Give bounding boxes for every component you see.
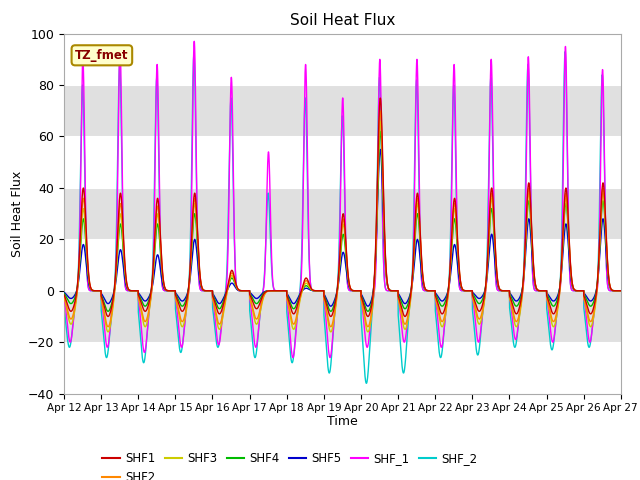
SHF2 <box>617 288 625 294</box>
SHF5 <box>250 293 257 299</box>
SHF2 <box>60 293 68 299</box>
SHF1 <box>60 292 68 298</box>
SHF_1 <box>250 328 257 334</box>
SHF_1 <box>483 275 491 280</box>
SHF5 <box>587 298 595 304</box>
Line: SHF1: SHF1 <box>64 98 621 316</box>
SHF4 <box>324 302 332 308</box>
SHF3 <box>617 288 625 294</box>
SHF4 <box>587 303 595 309</box>
SHF5 <box>376 146 384 152</box>
SHF5 <box>60 289 68 295</box>
SHF2 <box>250 308 257 313</box>
SHF4 <box>617 288 625 294</box>
SHF_1 <box>617 288 625 294</box>
SHF_2 <box>483 264 491 269</box>
SHF4 <box>376 129 384 134</box>
SHF5 <box>483 276 491 282</box>
SHF1 <box>324 306 332 312</box>
SHF_1 <box>191 38 198 44</box>
SHF_2 <box>594 277 602 283</box>
SHF3 <box>250 311 257 317</box>
SHF5 <box>324 299 332 304</box>
SHF1 <box>376 95 384 101</box>
SHF3 <box>60 294 68 300</box>
SHF4 <box>60 290 68 296</box>
SHF_2 <box>587 339 595 345</box>
SHF5 <box>594 280 602 286</box>
SHF1 <box>617 288 625 294</box>
Bar <box>64 342 621 394</box>
SHF4 <box>483 271 491 277</box>
SHF_2 <box>561 49 569 55</box>
SHF3 <box>467 288 475 294</box>
SHF1 <box>104 313 112 319</box>
SHF1 <box>250 300 257 306</box>
SHF3 <box>594 281 602 287</box>
SHF_2 <box>60 304 68 310</box>
SHF_1 <box>587 338 595 344</box>
SHF3 <box>376 119 384 124</box>
SHF_1 <box>324 338 332 344</box>
Bar <box>64 136 621 188</box>
Legend: SHF1, SHF2, SHF3, SHF4, SHF5, SHF_1, SHF_2: SHF1, SHF2, SHF3, SHF4, SHF5, SHF_1, SHF… <box>98 447 482 480</box>
SHF3 <box>587 324 595 330</box>
SHF_2 <box>250 346 257 351</box>
Y-axis label: Soil Heat Flux: Soil Heat Flux <box>11 170 24 257</box>
SHF_2 <box>324 360 332 366</box>
SHF5 <box>617 288 625 294</box>
SHF3 <box>483 272 491 278</box>
Line: SHF_2: SHF_2 <box>64 52 621 384</box>
SHF_2 <box>362 381 370 386</box>
SHF3 <box>324 317 332 323</box>
Line: SHF4: SHF4 <box>64 132 621 312</box>
Text: TZ_fmet: TZ_fmet <box>75 49 129 62</box>
SHF_2 <box>617 288 625 294</box>
SHF_1 <box>60 295 68 300</box>
Line: SHF_1: SHF_1 <box>64 41 621 358</box>
SHF2 <box>324 313 332 319</box>
Line: SHF5: SHF5 <box>64 149 621 306</box>
SHF_1 <box>594 285 602 290</box>
SHF2 <box>587 319 595 324</box>
SHF1 <box>594 277 602 283</box>
SHF4 <box>594 278 602 284</box>
SHF_1 <box>467 288 475 294</box>
Bar <box>64 85 621 136</box>
SHF2 <box>483 270 491 276</box>
X-axis label: Time: Time <box>327 415 358 428</box>
Bar <box>64 188 621 240</box>
SHF2 <box>104 324 112 330</box>
Line: SHF3: SHF3 <box>64 121 621 332</box>
SHF4 <box>467 288 475 294</box>
Bar <box>64 291 621 342</box>
Line: SHF2: SHF2 <box>64 111 621 327</box>
Bar <box>64 34 621 85</box>
SHF2 <box>594 279 602 285</box>
SHF5 <box>327 303 335 309</box>
Bar <box>64 240 621 291</box>
SHF1 <box>467 288 475 294</box>
SHF_2 <box>467 288 475 294</box>
SHF_1 <box>289 355 297 360</box>
SHF3 <box>104 329 112 335</box>
SHF5 <box>467 288 475 294</box>
SHF4 <box>104 309 112 314</box>
SHF2 <box>467 288 475 294</box>
SHF1 <box>483 268 491 274</box>
SHF4 <box>250 297 257 302</box>
SHF1 <box>587 311 595 317</box>
Title: Soil Heat Flux: Soil Heat Flux <box>290 13 395 28</box>
SHF2 <box>376 108 384 114</box>
